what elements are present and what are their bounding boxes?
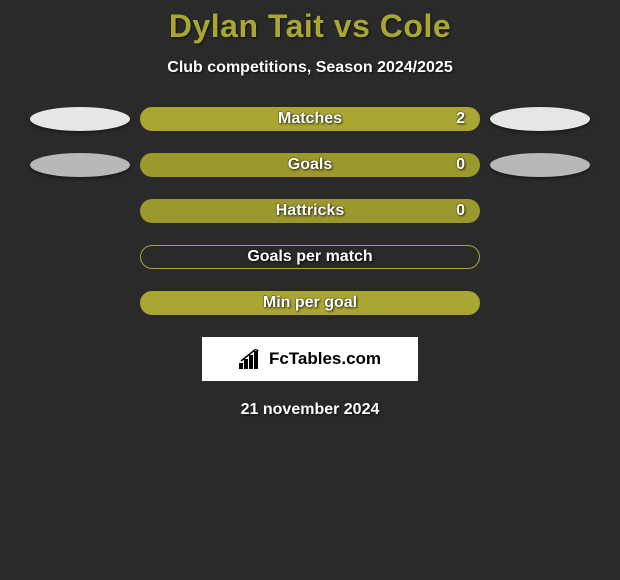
- right-ellipse: [490, 153, 590, 177]
- stat-value: 2: [456, 110, 465, 128]
- stat-label: Hattricks: [276, 202, 344, 220]
- stat-label: Matches: [278, 110, 342, 128]
- stat-value: 0: [456, 202, 465, 220]
- ellipse-spacer: [490, 199, 590, 223]
- stat-row-goals: Goals 0: [10, 153, 610, 177]
- ellipse-spacer: [30, 291, 130, 315]
- stat-label: Goals: [288, 156, 332, 174]
- stat-bar: Matches 2: [140, 107, 480, 131]
- right-ellipse: [490, 107, 590, 131]
- ellipse-spacer: [490, 245, 590, 269]
- ellipse-spacer: [490, 291, 590, 315]
- stat-label: Min per goal: [263, 294, 357, 312]
- stat-bar: Min per goal: [140, 291, 480, 315]
- ellipse-spacer: [30, 199, 130, 223]
- logo-box: FcTables.com: [202, 337, 418, 381]
- stats-list: Matches 2 Goals 0 Hattricks 0 Goals: [0, 107, 620, 315]
- chart-icon: [239, 349, 263, 369]
- stat-label: Goals per match: [247, 248, 372, 266]
- stat-row-min-per-goal: Min per goal: [10, 291, 610, 315]
- stat-value: 0: [456, 156, 465, 174]
- stat-row-matches: Matches 2: [10, 107, 610, 131]
- subtitle: Club competitions, Season 2024/2025: [0, 59, 620, 77]
- stat-row-goals-per-match: Goals per match: [10, 245, 610, 269]
- ellipse-spacer: [30, 245, 130, 269]
- logo-text: FcTables.com: [269, 349, 381, 369]
- page-title: Dylan Tait vs Cole: [0, 8, 620, 45]
- date-text: 21 november 2024: [0, 401, 620, 419]
- left-ellipse: [30, 153, 130, 177]
- stat-row-hattricks: Hattricks 0: [10, 199, 610, 223]
- stat-bar: Goals 0: [140, 153, 480, 177]
- left-ellipse: [30, 107, 130, 131]
- stat-bar: Hattricks 0: [140, 199, 480, 223]
- stat-bar: Goals per match: [140, 245, 480, 269]
- comparison-card: Dylan Tait vs Cole Club competitions, Se…: [0, 0, 620, 419]
